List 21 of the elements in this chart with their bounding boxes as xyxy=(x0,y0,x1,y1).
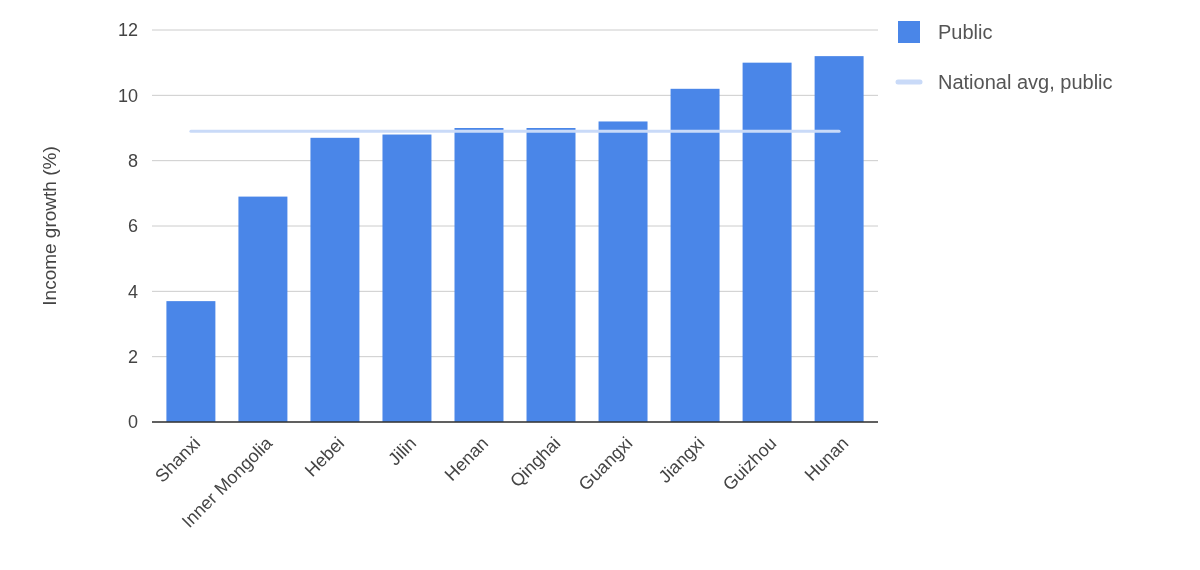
bar xyxy=(310,137,360,422)
x-tick-label: Jilin xyxy=(384,433,421,470)
legend-label: Public xyxy=(938,21,993,43)
bar xyxy=(598,121,648,422)
y-tick-label: 2 xyxy=(127,346,138,367)
y-tick-label: 6 xyxy=(127,216,138,237)
legend-label: National avg, public xyxy=(938,71,1113,93)
y-tick-label: 8 xyxy=(127,150,138,171)
y-tick-label: 10 xyxy=(117,85,138,106)
bar xyxy=(382,134,432,422)
y-tick-label: 0 xyxy=(127,412,138,433)
bar xyxy=(670,88,720,422)
bar xyxy=(238,196,288,422)
bar xyxy=(814,56,864,422)
bar xyxy=(742,62,792,422)
bar xyxy=(454,128,504,422)
y-axis-title: Income growth (%) xyxy=(39,146,60,306)
y-tick-label: 4 xyxy=(127,281,138,302)
bar xyxy=(166,301,216,422)
y-tick-label: 12 xyxy=(117,20,138,41)
bar xyxy=(526,128,576,422)
